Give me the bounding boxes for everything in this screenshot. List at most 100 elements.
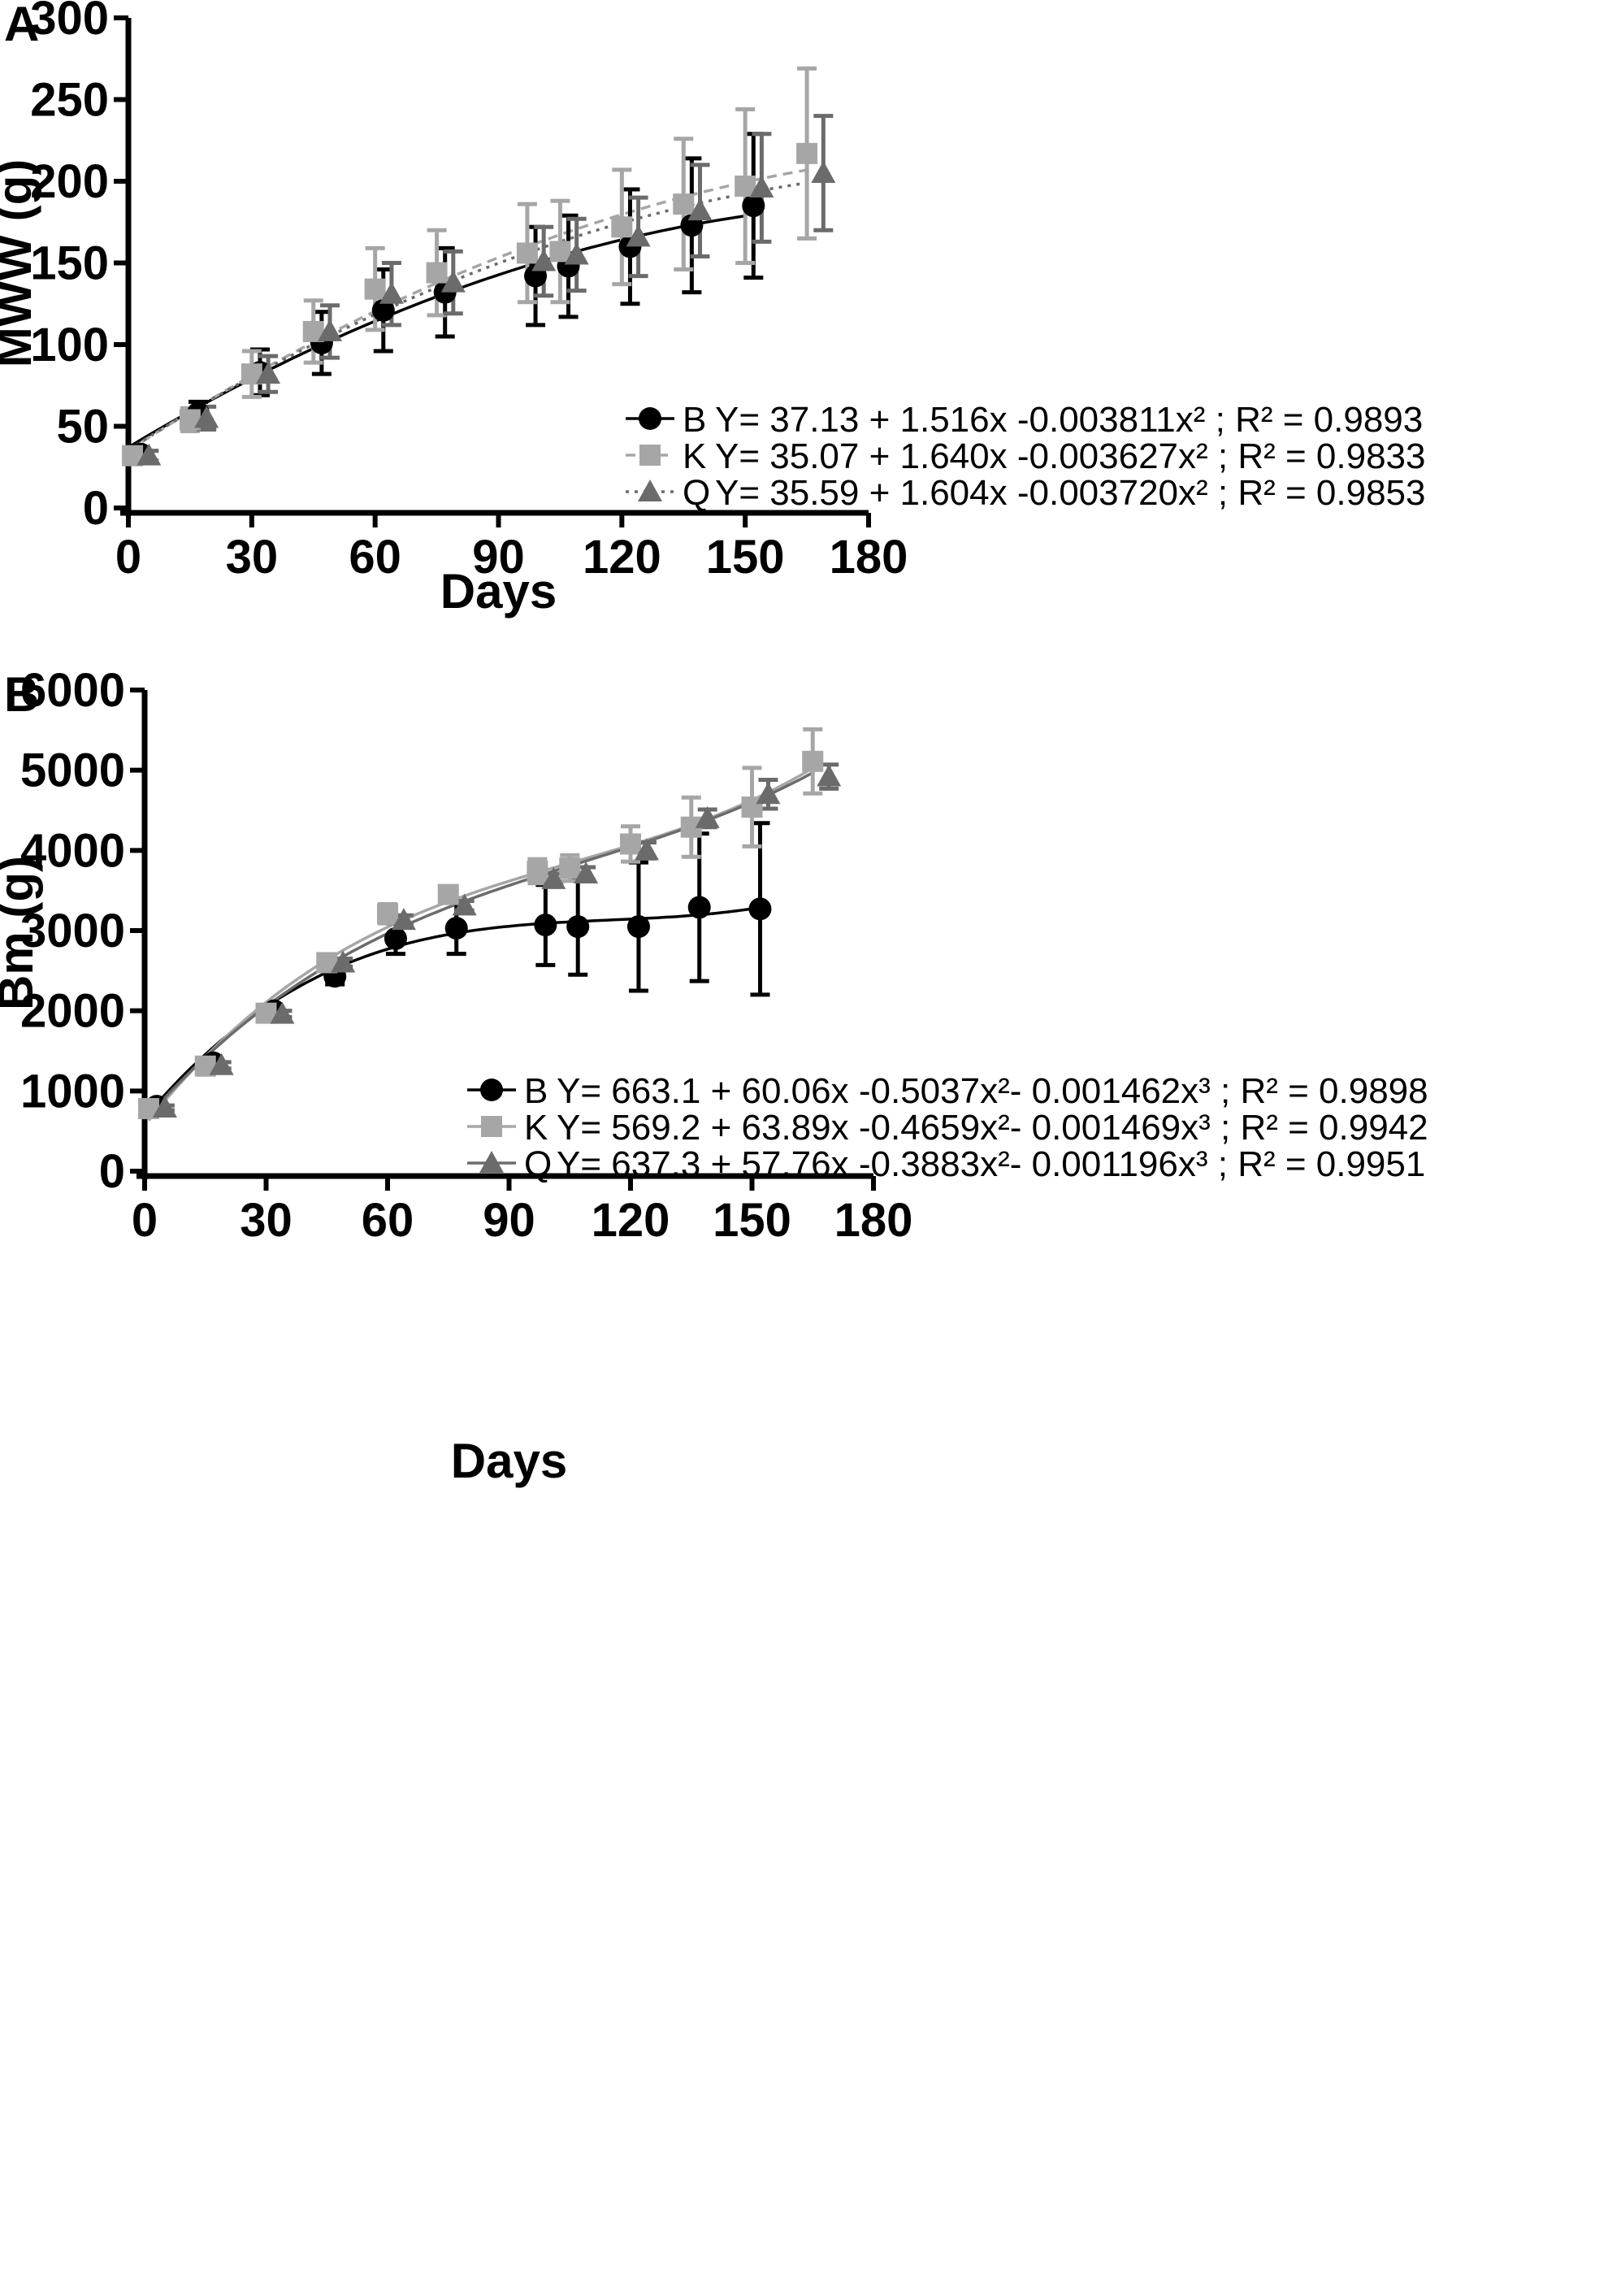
panel-a-point-q xyxy=(626,224,651,247)
panel-b-point-k xyxy=(527,860,548,882)
panel-b-y-tick-label: 2000 xyxy=(20,985,125,1038)
panel-b-point-k xyxy=(437,883,459,905)
panel-b-point-b xyxy=(534,914,557,937)
panel-a-point-q xyxy=(317,319,342,341)
panel-a-y-tick-label: 50 xyxy=(56,401,109,454)
panel-a-point-k xyxy=(796,142,818,164)
panel-b-point-b xyxy=(384,927,407,950)
panel-a-legend-marker-k xyxy=(639,445,661,466)
panel-b-point-k xyxy=(377,903,398,925)
panel-a-x-axis-title: Days xyxy=(440,564,557,618)
panel-a-x-tick-label: 30 xyxy=(226,531,279,584)
panel-a-legend-label-k: K xyxy=(683,436,706,476)
panel-a-growth-mww-chart: A 0 50 100 150 200 250 300 0 30 60 90 120 150 180 Days M… xyxy=(0,0,1426,618)
panel-b-y-tick-label: 5000 xyxy=(20,744,125,797)
panel-b-point-q xyxy=(574,861,599,883)
panel-b-biomass-chart: B 0 1000 2000 3000 4000 5000 6000 0 30 60 90 120 150 1… xyxy=(0,664,1428,1488)
panel-a-y-tick-label: 200 xyxy=(30,155,109,208)
panel-b-point-q xyxy=(452,893,477,916)
panel-a-point-q xyxy=(687,198,713,221)
panel-a-point-k xyxy=(516,242,538,264)
panel-b-letter: B xyxy=(4,667,39,722)
panel-b-x-tick-label: 60 xyxy=(362,1194,414,1247)
panel-a-y-tick-label: 0 xyxy=(83,482,109,535)
panel-b-point-b xyxy=(687,896,711,919)
panel-a-point-q xyxy=(194,406,219,428)
panel-a-legend-equation-k: Y= 35.07 + 1.640x -0.003627x² ; R² = 0.9… xyxy=(715,436,1426,476)
panel-b-point-q xyxy=(391,908,416,931)
panel-b-legend-equation-k: Y= 569.2 + 63.89x -0.4659x²- 0.001469x³ … xyxy=(557,1108,1428,1148)
panel-a-point-q xyxy=(749,176,774,198)
panel-b-legend-label-b: B xyxy=(524,1071,548,1111)
panel-b-y-tick-label: 4000 xyxy=(20,824,125,877)
panel-a-point-q xyxy=(256,362,281,384)
panel-a-legend-label-q: Q xyxy=(683,473,710,513)
panel-a-legend-label-b: B xyxy=(683,400,706,440)
panel-a-y-tick-label: 300 xyxy=(30,0,109,45)
panel-b-point-q xyxy=(541,866,566,889)
panel-a-x-tick-label: 180 xyxy=(830,531,908,584)
panel-a-point-b xyxy=(371,298,395,322)
panel-b-legend-label-q: Q xyxy=(524,1144,552,1184)
panel-a-point-k xyxy=(364,278,386,300)
panel-a-point-q xyxy=(379,281,404,304)
panel-b-x-tick-label: 30 xyxy=(240,1194,293,1247)
panel-a-point-q xyxy=(440,270,466,293)
panel-b-legend-marker-k xyxy=(481,1116,502,1137)
panel-a-x-tick-label: 60 xyxy=(349,531,401,584)
panel-b-point-q xyxy=(756,782,781,805)
panel-b-x-tick-label: 90 xyxy=(483,1194,535,1247)
panel-a-x-tick-label: 150 xyxy=(706,531,785,584)
panel-a-y-axis-title: MWW (g) xyxy=(0,159,41,368)
panel-a-legend-equation-b: Y= 37.13 + 1.516x -0.003811x² ; R² = 0.9… xyxy=(715,400,1423,440)
panel-b-x-tick-label: 180 xyxy=(834,1194,913,1247)
panel-b-point-q xyxy=(152,1096,177,1118)
panel-b-x-axis-title: Days xyxy=(451,1434,567,1488)
panel-b-point-k xyxy=(620,833,641,855)
panel-b-point-q xyxy=(695,805,720,828)
panel-b-x-tick-label: 150 xyxy=(713,1194,791,1247)
panel-b-point-q xyxy=(634,838,659,861)
panel-a-y-tick-label: 150 xyxy=(30,237,109,290)
panel-b-legend-marker-q xyxy=(479,1151,504,1173)
panel-b-y-tick-label: 1000 xyxy=(20,1065,125,1118)
panel-b-y-tick-label: 0 xyxy=(99,1145,125,1198)
panel-b-point-q xyxy=(817,764,842,787)
panel-b-point-k xyxy=(559,857,581,879)
panel-b-legend-equation-q: Y= 637.3 + 57.76x -0.3883x²- 0.001196x³ … xyxy=(557,1144,1425,1184)
panel-a-point-k xyxy=(611,216,633,238)
panel-b-point-q xyxy=(331,950,356,973)
panel-a-point-q xyxy=(137,443,162,466)
panel-b-legend-equation-b: Y= 663.1 + 60.06x -0.5037x²- 0.001462x³ … xyxy=(557,1071,1428,1111)
panel-a-x-tick-label: 120 xyxy=(583,531,661,584)
panel-b-x-tick-label: 120 xyxy=(592,1194,670,1247)
panel-b-legend-marker-b xyxy=(480,1079,503,1101)
panel-b-point-q xyxy=(209,1053,234,1075)
panel-a-letter: A xyxy=(4,0,39,51)
panel-a-legend-equation-q: Y= 35.59 + 1.604x -0.003720x² ; R² = 0.9… xyxy=(715,473,1426,513)
panel-b-point-b xyxy=(444,917,468,940)
panel-b-point-b xyxy=(566,915,590,939)
panel-a-point-q xyxy=(531,249,557,271)
panel-a-legend-marker-b xyxy=(639,407,661,430)
panel-b-legend-label-k: K xyxy=(524,1108,548,1148)
panel-b-point-q xyxy=(270,1001,295,1024)
panel-a-x-tick-label: 0 xyxy=(115,531,141,584)
panel-a-point-k xyxy=(426,262,448,284)
panel-a-point-k xyxy=(549,241,571,263)
panel-a-point-q xyxy=(811,160,836,183)
panel-a-legend-marker-q xyxy=(638,480,662,501)
panel-b-point-b xyxy=(626,915,650,939)
panel-b-y-tick-label: 6000 xyxy=(20,664,125,717)
panel-b-y-axis-title: Bm (g) xyxy=(0,856,43,1010)
panel-a-point-k xyxy=(673,193,695,215)
panel-a-x-tick-label: 90 xyxy=(472,531,525,584)
panel-b-x-tick-label: 0 xyxy=(132,1194,158,1247)
panel-b-y-tick-label: 3000 xyxy=(20,905,125,957)
panel-a-y-tick-label: 250 xyxy=(30,74,109,127)
panel-a-point-q xyxy=(564,242,589,265)
panel-a-point-b xyxy=(742,194,765,218)
panel-a-y-tick-label: 100 xyxy=(30,319,109,371)
panel-b-point-b xyxy=(748,897,772,921)
